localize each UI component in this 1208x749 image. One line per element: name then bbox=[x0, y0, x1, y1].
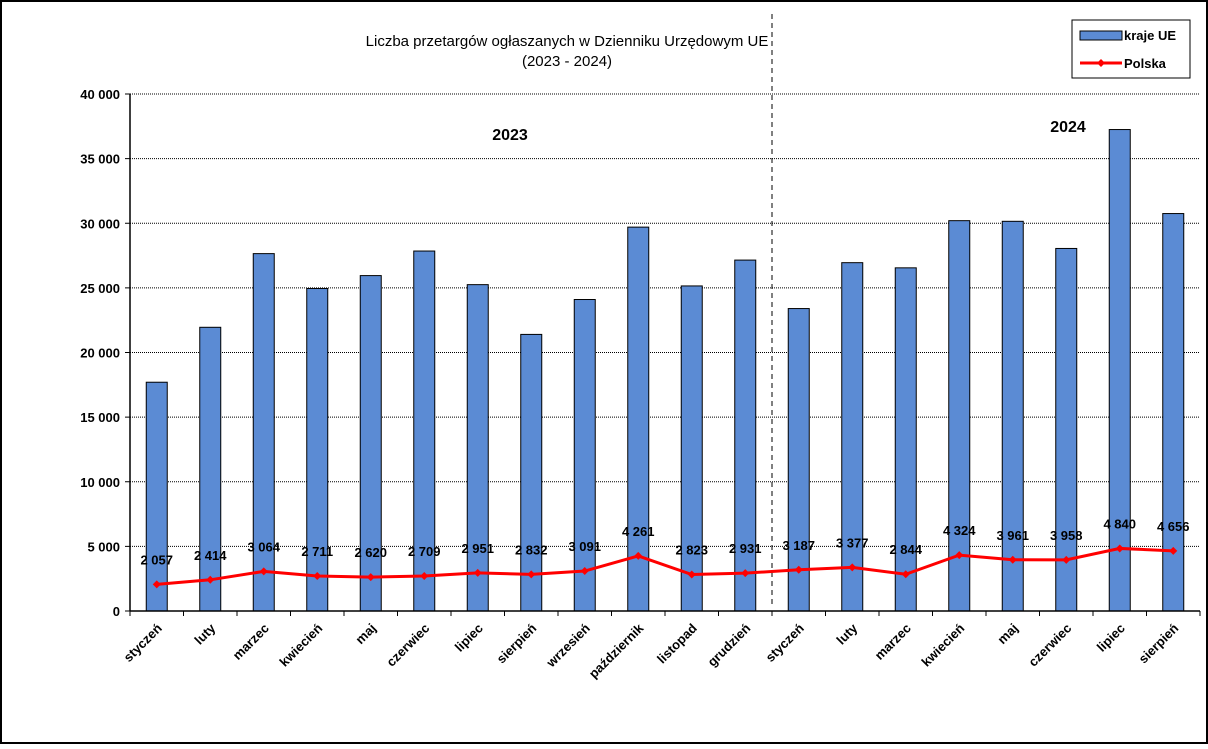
point-polska bbox=[473, 568, 482, 577]
data-label-polska: 4 840 bbox=[1103, 516, 1136, 531]
bar-kraje-ue bbox=[306, 288, 329, 612]
bar-kraje-ue bbox=[466, 284, 489, 612]
bar-kraje-ue bbox=[1108, 129, 1131, 612]
data-label-polska: 3 961 bbox=[996, 528, 1029, 543]
y-tick-label: 40 000 bbox=[80, 87, 120, 102]
data-label-polska: 2 832 bbox=[515, 542, 548, 557]
bar-kraje-ue bbox=[894, 267, 917, 612]
chart-title: Liczba przetargów ogłaszanych w Dziennik… bbox=[366, 33, 769, 50]
y-tick-label: 30 000 bbox=[80, 216, 120, 231]
data-label-polska: 2 711 bbox=[301, 544, 333, 559]
data-label-polska: 2 823 bbox=[675, 543, 708, 558]
point-polska bbox=[152, 580, 161, 589]
data-label-polska: 3 187 bbox=[782, 538, 815, 553]
legend-swatch-polska-marker bbox=[1097, 59, 1105, 67]
line-polska bbox=[156, 546, 1174, 586]
point-polska bbox=[206, 575, 215, 584]
bar-kraje-ue bbox=[734, 259, 757, 612]
point-polska bbox=[420, 571, 429, 580]
bar-kraje-ue bbox=[359, 275, 382, 612]
legend-swatch-kraje-ue bbox=[1079, 30, 1123, 41]
y-tick-label: 25 000 bbox=[80, 281, 120, 296]
y-tick-label: 5 000 bbox=[87, 539, 120, 554]
bar-kraje-ue bbox=[573, 299, 596, 612]
point-polska bbox=[580, 567, 589, 576]
point-polska bbox=[634, 551, 643, 560]
bar-kraje-ue bbox=[199, 326, 222, 612]
data-labels: 2 057 2 414 3 064 2 711 2 620 2 709 2 951 2 832… bbox=[140, 516, 1189, 567]
data-label-polska: 3 958 bbox=[1050, 528, 1083, 543]
point-polska bbox=[955, 551, 964, 560]
bar-kraje-ue bbox=[680, 285, 703, 612]
data-label-polska: 2 414 bbox=[194, 548, 227, 563]
data-label-polska: 2 620 bbox=[354, 545, 387, 560]
bar-kraje-ue bbox=[145, 381, 168, 612]
data-label-polska: 2 931 bbox=[729, 541, 762, 556]
point-polska bbox=[1169, 546, 1178, 555]
y-tick-label: 0 bbox=[113, 604, 120, 619]
point-polska bbox=[687, 570, 696, 579]
legend-label-polska: Polska bbox=[1124, 56, 1167, 71]
point-polska bbox=[1008, 555, 1017, 564]
point-polska bbox=[1115, 544, 1124, 553]
legend-box bbox=[1071, 19, 1191, 79]
bar-kraje-ue bbox=[1001, 220, 1024, 612]
point-polska bbox=[366, 573, 375, 582]
bars bbox=[145, 129, 1185, 612]
data-label-polska: 2 844 bbox=[889, 542, 922, 557]
chart-subtitle: (2023 - 2024) bbox=[522, 53, 612, 70]
year-label-2023: 2023 bbox=[492, 127, 528, 144]
data-label-polska: 2 057 bbox=[140, 552, 173, 567]
data-label-polska: 4 656 bbox=[1157, 519, 1190, 534]
y-tick-label: 20 000 bbox=[80, 346, 120, 361]
bar-kraje-ue bbox=[841, 262, 864, 612]
y-tick-label: 10 000 bbox=[80, 475, 120, 490]
point-polska bbox=[901, 570, 910, 579]
point-polska bbox=[259, 567, 268, 576]
legend-label-kraje-ue: kraje UE bbox=[1124, 28, 1176, 43]
data-label-polska: 3 064 bbox=[247, 539, 280, 554]
point-polska bbox=[527, 570, 536, 579]
point-polska bbox=[794, 565, 803, 574]
data-label-polska: 2 951 bbox=[461, 541, 494, 556]
point-polska bbox=[313, 571, 322, 580]
bar-kraje-ue bbox=[787, 308, 810, 612]
point-polska bbox=[1062, 555, 1071, 564]
data-label-polska: 2 709 bbox=[408, 544, 441, 559]
data-label-polska: 3 091 bbox=[568, 539, 601, 554]
axes bbox=[125, 14, 1201, 616]
year-label-2024: 2024 bbox=[1050, 119, 1086, 136]
point-polska bbox=[848, 563, 857, 572]
data-label-polska: 3 377 bbox=[836, 535, 869, 550]
bar-kraje-ue bbox=[520, 333, 543, 612]
y-tick-label: 15 000 bbox=[80, 410, 120, 425]
bar-kraje-ue bbox=[252, 253, 275, 612]
polska-line bbox=[152, 544, 1178, 589]
data-label-polska: 4 261 bbox=[622, 524, 655, 539]
legend: kraje UE Polska bbox=[1071, 19, 1191, 79]
point-polska bbox=[741, 569, 750, 578]
data-label-polska: 4 324 bbox=[943, 523, 976, 538]
y-tick-label: 35 000 bbox=[80, 152, 120, 167]
